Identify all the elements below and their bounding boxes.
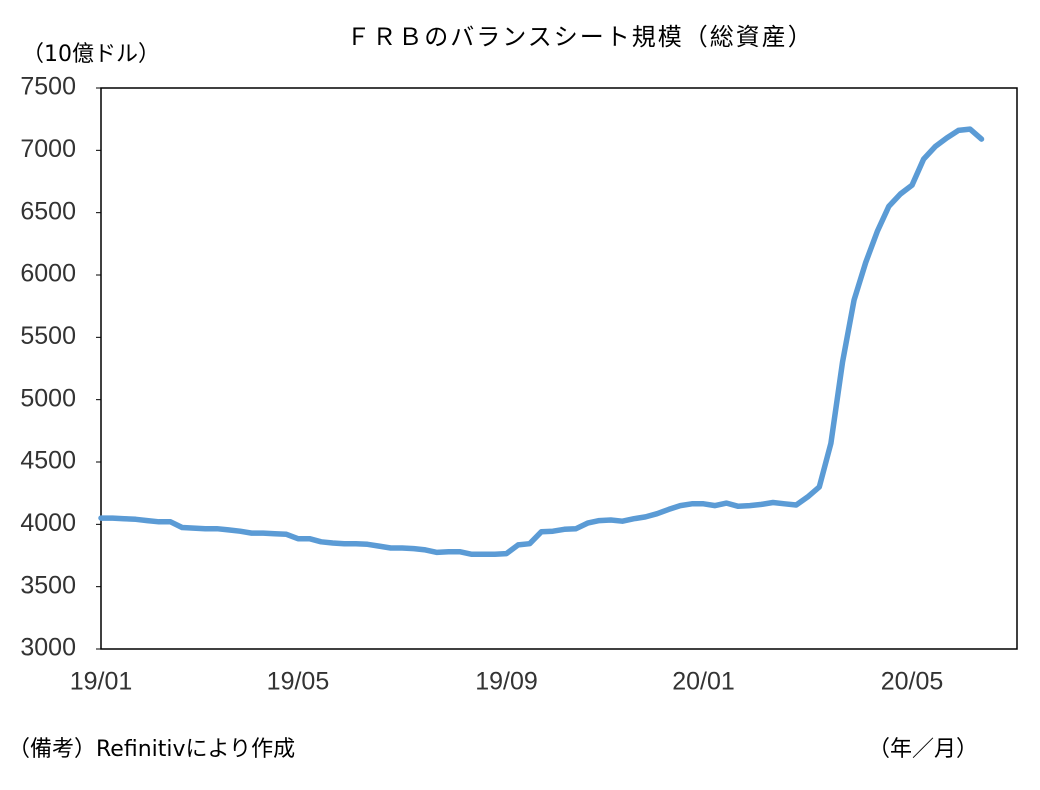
x-tick-label: 19/05	[267, 668, 330, 696]
x-tick-label: 19/01	[70, 668, 133, 696]
chart-title: ＦＲＢのバランスシート規模（総資産）	[346, 23, 814, 51]
x-tick-label: 19/09	[475, 668, 538, 696]
y-tick-label: 5000	[20, 384, 76, 412]
plot-frame	[100, 87, 1018, 650]
y-tick-label: 3500	[20, 571, 76, 599]
x-axis-label: （年／月）	[868, 737, 978, 762]
y-tick-label: 6000	[20, 260, 76, 288]
y-tick-label: 4500	[20, 447, 76, 475]
y-tick-label: 7000	[20, 135, 76, 163]
y-tick-label: 4000	[20, 509, 76, 537]
x-tick-label: 20/01	[672, 668, 735, 696]
note: （備考）Refinitivにより作成	[8, 737, 295, 762]
x-tick-label: 20/05	[881, 668, 944, 696]
y-axis-label: （10億ドル）	[22, 42, 160, 67]
data-line	[98, 126, 985, 558]
y-tick-label: 3000	[20, 634, 76, 662]
y-tick-label: 5500	[20, 322, 76, 350]
y-tick-label: 6500	[20, 197, 76, 225]
y-tick-label: 7500	[20, 73, 76, 101]
